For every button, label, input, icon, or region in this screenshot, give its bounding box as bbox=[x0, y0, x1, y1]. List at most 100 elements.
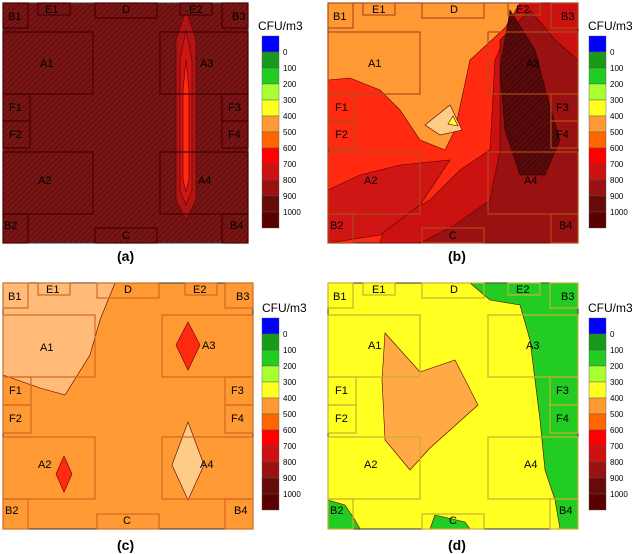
panel-c-label-A3: A3 bbox=[202, 340, 215, 352]
panel-d: B1 B2 B3 B4 E1 E2 D C A1 A2 A3 A4 F1 F2 … bbox=[327, 282, 579, 553]
panel-a-label-B2: B2 bbox=[4, 220, 17, 232]
legend-swatch bbox=[261, 147, 280, 165]
legend-tick-label: 800 bbox=[610, 176, 624, 185]
legend-tick-label: 400 bbox=[283, 112, 297, 121]
legend-tick-label: 300 bbox=[283, 378, 297, 387]
legend-tick-label: 400 bbox=[283, 394, 297, 403]
panel-c-caption: (c) bbox=[117, 537, 134, 553]
legend-swatch bbox=[588, 381, 607, 399]
legend-swatch bbox=[261, 83, 280, 101]
legend-swatch bbox=[261, 67, 280, 85]
panel-c-label-A1: A1 bbox=[40, 342, 53, 354]
legend-swatch bbox=[261, 365, 280, 383]
panel-a-label-A2: A2 bbox=[38, 175, 51, 187]
legend-swatch bbox=[261, 115, 280, 133]
panel-a-label-C: C bbox=[122, 230, 130, 242]
legend-tick-label: 0 bbox=[610, 48, 615, 57]
legend-swatch bbox=[588, 51, 607, 69]
panel-d-label-A1: A1 bbox=[368, 340, 381, 352]
legend-c-title: CFU/m3 bbox=[262, 301, 307, 315]
panel-a-label-E1: E1 bbox=[45, 4, 58, 16]
legend-swatch bbox=[588, 429, 607, 447]
legend-tick-label: 700 bbox=[283, 160, 297, 169]
legend-tick-label: 900 bbox=[283, 192, 297, 201]
panel-b-label-A1: A1 bbox=[368, 58, 381, 70]
legend-tick-label: 1000 bbox=[610, 490, 628, 499]
legend-b-title: CFU/m3 bbox=[588, 19, 633, 33]
panel-c-label-B1: B1 bbox=[8, 291, 21, 303]
panel-b-label-B2: B2 bbox=[330, 220, 343, 232]
panel-b-label-A3: A3 bbox=[526, 58, 539, 70]
legend-swatch bbox=[588, 397, 607, 415]
legend-swatch bbox=[588, 445, 607, 463]
legend-swatch bbox=[261, 35, 280, 53]
legend-swatch bbox=[261, 381, 280, 399]
panel-b-label-F2: F2 bbox=[335, 129, 348, 141]
legend-tick-label: 200 bbox=[610, 80, 624, 89]
legend-tick-label: 600 bbox=[283, 426, 297, 435]
legend-tick-label: 300 bbox=[610, 378, 624, 387]
panel-b-label-E2: E2 bbox=[516, 4, 529, 16]
legend-swatch bbox=[588, 147, 607, 165]
legend-tick-label: 900 bbox=[610, 192, 624, 201]
legend-swatch bbox=[588, 67, 607, 85]
panel-a-background bbox=[2, 2, 249, 244]
panel-c-label-F3: F3 bbox=[231, 385, 244, 397]
legend-tick-label: 200 bbox=[283, 80, 297, 89]
legend-swatch bbox=[588, 349, 607, 367]
legend-swatch bbox=[588, 477, 607, 495]
legend-swatch bbox=[261, 179, 280, 197]
legend-swatch bbox=[588, 333, 607, 351]
panel-b-label-D: D bbox=[450, 4, 458, 16]
panel-d-label-B4: B4 bbox=[559, 505, 572, 517]
legend-swatch bbox=[261, 195, 280, 213]
legend-swatch bbox=[588, 99, 607, 117]
panel-b-label-B4: B4 bbox=[559, 220, 572, 232]
legend-d: 0 100 200 300 400 500 600 700 800 900 1000 bbox=[588, 317, 628, 511]
panel-d-caption: (d) bbox=[448, 537, 466, 553]
panel-c-contour-600-a2 bbox=[55, 455, 73, 493]
panel-c: B1 B2 B3 B4 E1 E2 D C A1 A2 A3 A4 F1 F2 … bbox=[2, 282, 254, 553]
panel-d-label-E1: E1 bbox=[372, 284, 385, 296]
panel-a-label-E2: E2 bbox=[189, 4, 202, 16]
legend-swatch bbox=[588, 83, 607, 101]
panel-b-label-A4: A4 bbox=[524, 175, 537, 187]
panel-c-label-F1: F1 bbox=[9, 385, 22, 397]
panel-b-label-B1: B1 bbox=[333, 11, 346, 23]
panel-a-contour-600 bbox=[182, 59, 190, 193]
panel-b-label-A2: A2 bbox=[364, 175, 377, 187]
legend-tick-label: 800 bbox=[283, 176, 297, 185]
legend-swatch bbox=[261, 349, 280, 367]
panel-c-label-C: C bbox=[123, 515, 131, 527]
legend-tick-label: 1000 bbox=[283, 490, 301, 499]
legend-swatch bbox=[588, 179, 607, 197]
legend-swatch bbox=[261, 445, 280, 463]
panel-b-label-B3: B3 bbox=[561, 11, 574, 23]
legend-tick-label: 100 bbox=[283, 64, 297, 73]
panel-b-label-C: C bbox=[449, 230, 457, 242]
panel-b-room-outlines bbox=[327, 2, 579, 244]
legend-swatch bbox=[261, 413, 280, 431]
panel-b: B1 B2 B3 B4 E1 E2 D C A1 A2 A3 A4 F1 F2 … bbox=[327, 2, 579, 264]
legend-tick-label: 0 bbox=[283, 48, 288, 57]
panel-b-label-F1: F1 bbox=[335, 102, 348, 114]
legend-swatch bbox=[588, 163, 607, 181]
legend-tick-label: 1000 bbox=[283, 208, 301, 217]
legend-c: 0 100 200 300 400 500 600 700 800 900 1000 bbox=[261, 317, 301, 511]
panel-c-contour-400-a4 bbox=[171, 421, 205, 501]
legend-d-title: CFU/m3 bbox=[588, 301, 633, 315]
panel-d-label-F1: F1 bbox=[335, 385, 348, 397]
legend-tick-label: 200 bbox=[610, 362, 624, 371]
legend-tick-label: 300 bbox=[283, 96, 297, 105]
legend-tick-label: 700 bbox=[610, 160, 624, 169]
legend-tick-label: 800 bbox=[610, 458, 624, 467]
legend-tick-label: 800 bbox=[283, 458, 297, 467]
legend-swatch bbox=[588, 413, 607, 431]
panel-c-label-D: D bbox=[124, 284, 132, 296]
legend-a: 0 100 200 300 400 500 600 700 800 900 1000 bbox=[261, 35, 301, 229]
legend-tick-label: 900 bbox=[283, 474, 297, 483]
legend-tick-label: 700 bbox=[283, 442, 297, 451]
legend-tick-label: 200 bbox=[283, 362, 297, 371]
legend-tick-label: 500 bbox=[610, 410, 624, 419]
panel-b-contour-1000 bbox=[499, 9, 561, 176]
